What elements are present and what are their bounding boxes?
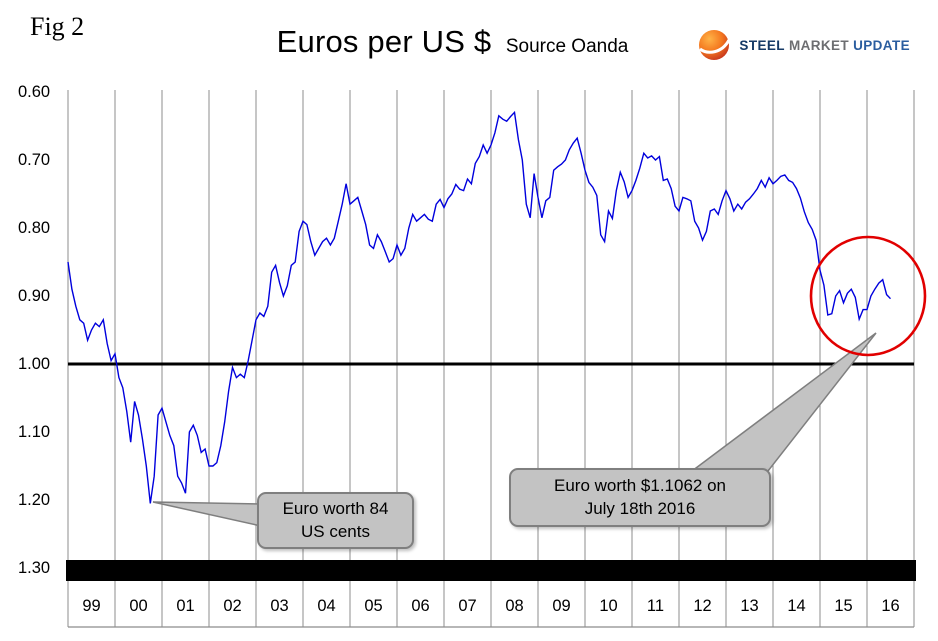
y-tick-label: 1.30 bbox=[18, 559, 50, 577]
callout-2016-value-line2: July 18th 2016 bbox=[584, 498, 696, 518]
logo-word-market: MARKET bbox=[788, 37, 850, 53]
bottom-axis-bar bbox=[66, 560, 916, 581]
x-tick-label: 12 bbox=[693, 597, 711, 615]
x-tick-label: 09 bbox=[552, 597, 570, 615]
callout-2016-value-line1: Euro worth $1.1062 on bbox=[553, 476, 726, 496]
callout-2016-value: Euro worth $1.1062 on July 18th 2016 bbox=[509, 468, 771, 527]
eur-per-usd-line bbox=[67, 110, 892, 504]
y-tick-label: 0.80 bbox=[18, 219, 50, 237]
chart-title-row: Euros per US $ Source Oanda bbox=[0, 24, 905, 60]
x-tick-label: 15 bbox=[834, 597, 852, 615]
chart-title: Euros per US $ bbox=[276, 24, 492, 59]
chart-source: Source Oanda bbox=[505, 36, 629, 57]
y-tick-label: 1.20 bbox=[18, 491, 50, 509]
smu-globe-icon bbox=[699, 30, 731, 60]
callout-84-cents-line2: US cents bbox=[301, 521, 370, 541]
x-tick-label: 11 bbox=[647, 597, 664, 615]
x-tick-label: 16 bbox=[881, 597, 899, 615]
callout-84-cents-line1: Euro worth 84 bbox=[282, 499, 389, 519]
logo-word-update: UPDATE bbox=[853, 37, 910, 53]
callout-84-cents-tail bbox=[152, 501, 262, 527]
smu-logo-text: STEEL MARKET UPDATE bbox=[739, 38, 910, 53]
callout-84-cents: Euro worth 84 US cents bbox=[257, 492, 414, 549]
x-tick-label: 14 bbox=[787, 597, 805, 615]
x-tick-label: 10 bbox=[599, 597, 617, 615]
x-tick-label: 08 bbox=[505, 597, 523, 615]
y-tick-label: 1.10 bbox=[18, 423, 50, 441]
logo-word-steel: STEEL bbox=[739, 37, 785, 53]
smu-logo: STEEL MARKET UPDATE bbox=[695, 26, 910, 64]
x-tick-label: 07 bbox=[458, 597, 476, 615]
x-tick-label: 00 bbox=[129, 597, 147, 615]
x-tick-label: 06 bbox=[411, 597, 429, 615]
x-tick-label: 99 bbox=[82, 597, 100, 615]
x-tick-label: 02 bbox=[223, 597, 241, 615]
y-tick-label: 0.70 bbox=[18, 151, 50, 169]
figure-label: Fig 2 bbox=[30, 12, 85, 41]
x-tick-label: 05 bbox=[364, 597, 382, 615]
x-tick-label: 04 bbox=[317, 597, 335, 615]
highlight-circle bbox=[809, 235, 927, 357]
y-tick-label: 0.60 bbox=[18, 83, 50, 101]
y-tick-label: 0.90 bbox=[18, 287, 50, 305]
x-tick-label: 13 bbox=[740, 597, 758, 615]
x-tick-label: 03 bbox=[270, 597, 288, 615]
callout-2016-value-tail bbox=[689, 332, 877, 472]
x-tick-label: 01 bbox=[176, 597, 194, 615]
y-tick-label: 1.00 bbox=[18, 355, 50, 373]
